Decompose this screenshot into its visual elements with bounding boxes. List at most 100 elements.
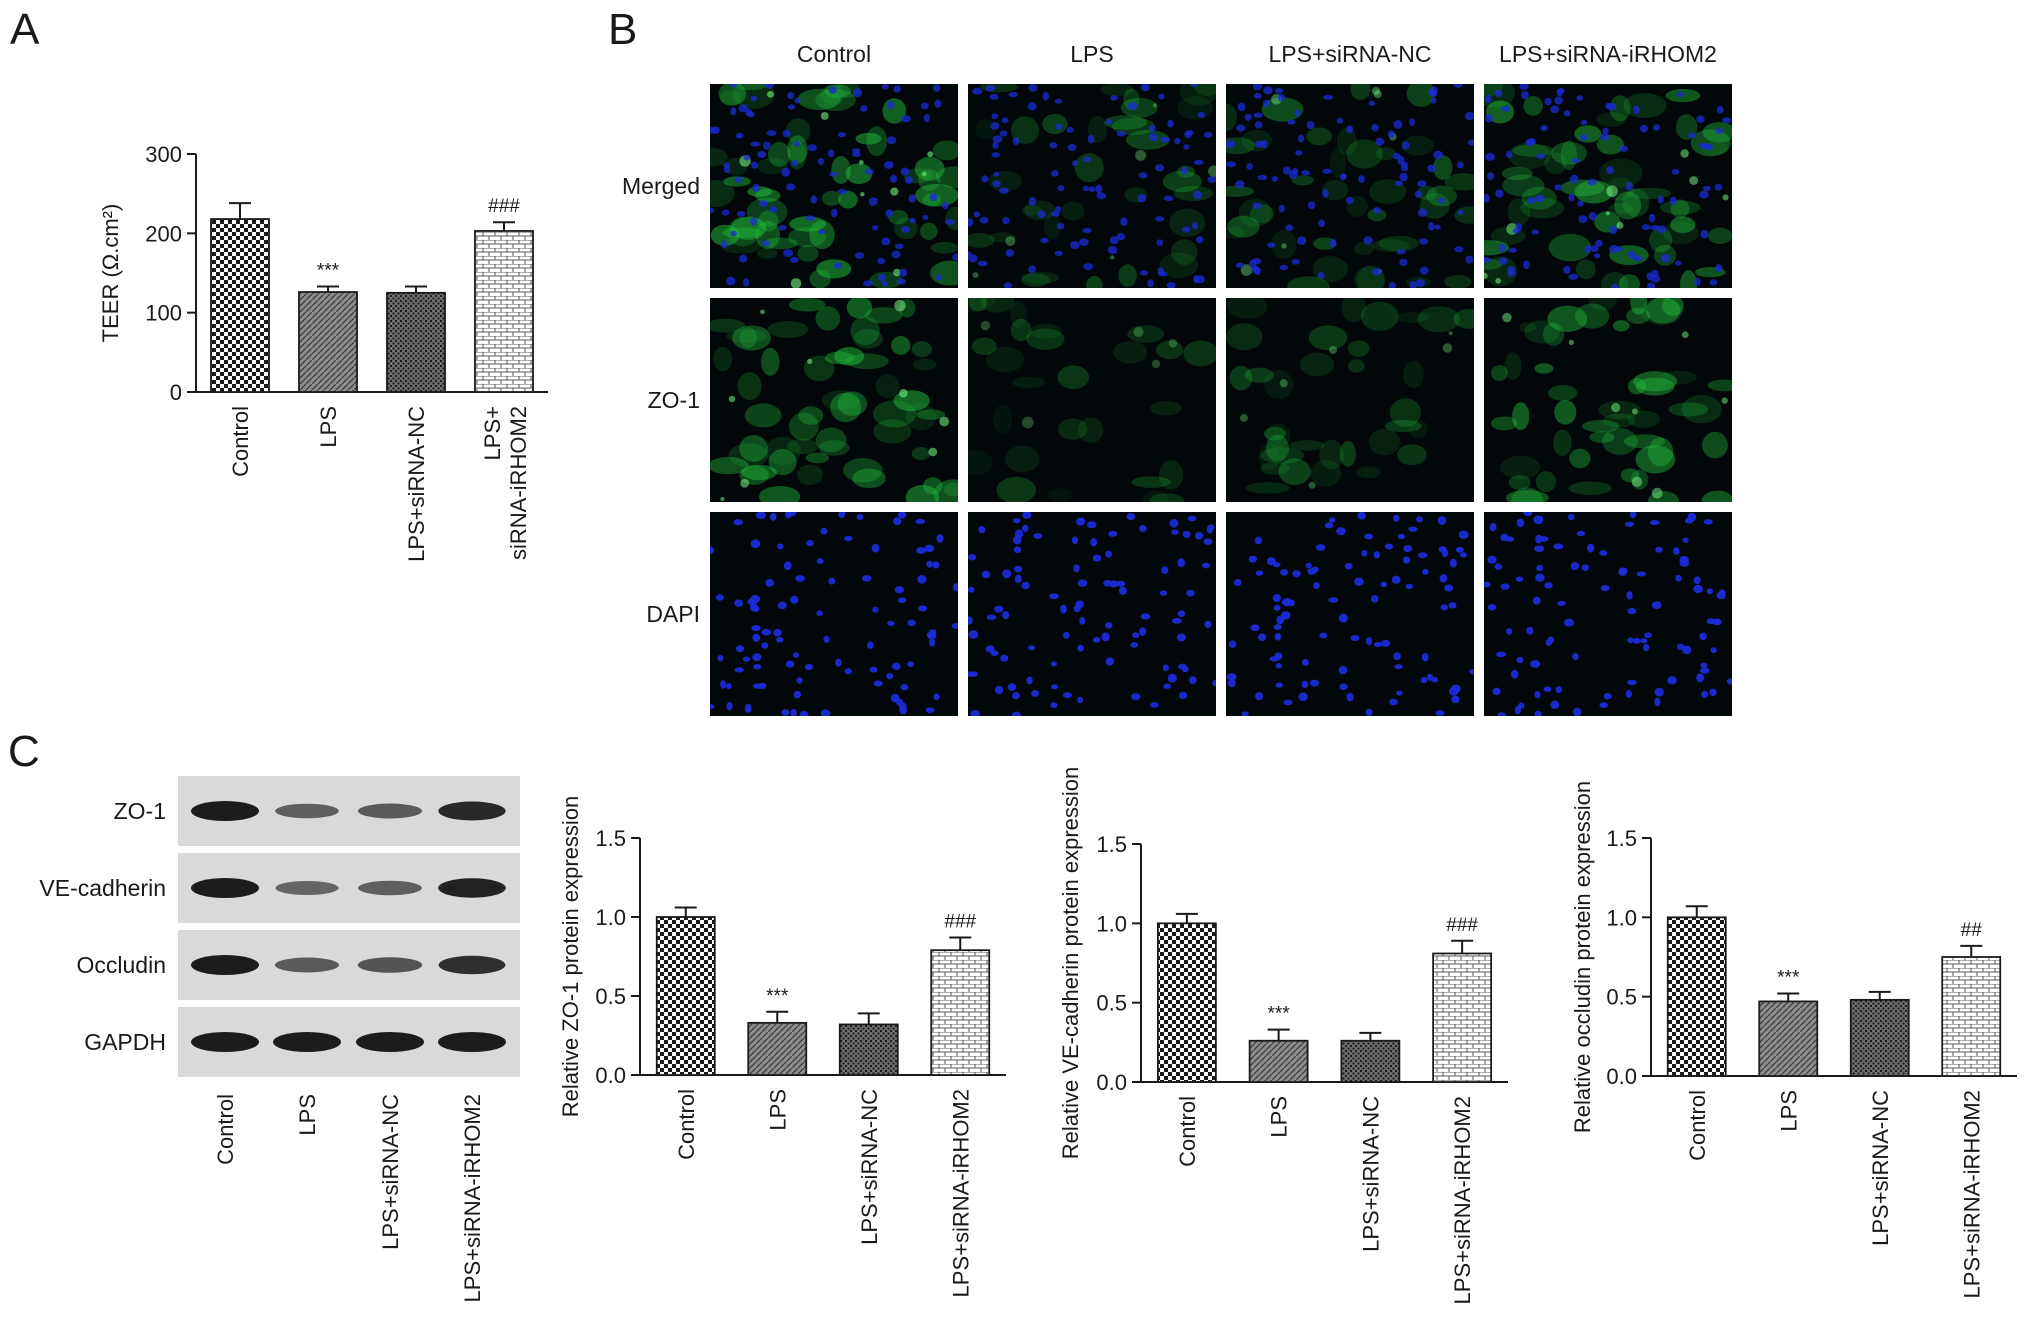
panel-label-c: C [8,727,40,776]
blot-band [275,803,339,819]
category-label: LPS+siRNA-NC [1358,1096,1383,1252]
error-bar [766,1010,789,1023]
blot-band [191,801,259,821]
y-tick-label: 1.0 [595,905,626,930]
micrograph-1-0 [710,298,958,502]
y-tick-label: 1.5 [1096,832,1127,857]
panel-label-b: B [608,5,637,54]
micrograph-2-0 [710,512,958,716]
bar-lps [747,1021,808,1076]
teer-bar-chart: 0 100 200 300 TEER (Ω.cm²) Control *** LPS LPS+s… [98,142,548,562]
column-header: LPS+siRNA-iRHOM2 [1499,41,1717,67]
error-bar [229,202,251,220]
bar-lps-sirna-nc [1340,1039,1401,1083]
ve-cadherin-expression-bar-chart: 0.0 0.5 1.0 1.5 Relative VE-cadherin protein… [1058,767,1508,1304]
bar-control [1156,922,1217,1083]
error-bar [674,906,697,917]
significance-label: ### [488,196,520,217]
category-label: LPS [316,406,341,448]
error-bar [1777,992,1800,1002]
y-tick-label: 0 [170,380,182,405]
bar-control [655,916,716,1076]
micrograph-2-2 [1226,512,1474,716]
bar-lps-sirna-nc [838,1023,899,1076]
y-tick-label: 0.0 [595,1063,626,1088]
bar-control [1666,916,1727,1077]
bar-lps [298,291,358,393]
micrograph-0-2 [1226,84,1474,288]
bar-lps [1248,1039,1309,1083]
micrograph-2-3 [1484,512,1732,716]
error-bar [1359,1031,1382,1041]
blot-lane-label: Control [213,1094,238,1165]
y-axis-label: Relative occludin protein expression [1570,781,1595,1133]
error-bar [493,221,515,231]
error-bar [949,936,972,951]
blot-protein-label: GAPDH [84,1029,166,1055]
blot-band [191,878,259,898]
blot-protein-label: Occludin [77,952,166,978]
row-label: DAPI [646,601,700,627]
category-label: LPS+siRNA-iRHOM2 [948,1089,973,1297]
error-bar [1175,912,1198,924]
category-label: LPS+siRNA-iRHOM2 [480,406,531,560]
bar-lps-sirna-irhom2 [930,949,991,1076]
micrograph-1-3 [1484,298,1732,502]
error-bar [1960,944,1983,957]
column-header: LPS+siRNA-NC [1269,41,1432,67]
column-header: LPS [1070,41,1113,67]
y-axis-label: TEER (Ω.cm²) [98,204,123,343]
bar-lps-sirna-irhom2 [1432,952,1493,1083]
category-label: Control [1685,1090,1710,1161]
blot-lane-label: LPS+siRNA-iRHOM2 [460,1094,485,1302]
category-label: Control [674,1089,699,1160]
category-label: Control [228,406,253,477]
blot-band [191,955,259,975]
error-bar [317,285,339,293]
micrograph-1-2 [1226,298,1474,502]
y-tick-label: 1.5 [595,826,626,851]
category-label: LPS+siRNA-iRHOM2 [1450,1096,1475,1304]
micrograph-2-1 [968,512,1216,716]
blot-band [438,1032,506,1052]
bar-control [210,218,270,393]
blot-band [438,955,506,975]
category-label: LPS+siRNA-NC [1868,1090,1893,1246]
y-tick-label: 0.5 [1096,991,1127,1016]
blot-band [275,881,339,895]
significance-label: *** [1268,1004,1291,1025]
y-tick-label: 200 [145,221,182,246]
y-tick-label: 0.5 [1606,985,1637,1010]
row-label: ZO-1 [648,387,700,413]
blot-band [358,880,422,896]
bar-lps-sirna-irhom2 [1941,956,2002,1077]
error-bar [1868,990,1891,1000]
category-label: LPS+siRNA-NC [857,1089,882,1245]
bar-lps [1758,1000,1819,1077]
bar-lps-sirna-irhom2 [474,230,534,393]
micrograph-0-3 [1484,84,1732,288]
western-blot: ZO-1 VE-cadherin Occludin GAPDH Control LPS LP… [39,776,520,1302]
category-label: Control [1175,1096,1200,1167]
category-label: LPS+siRNA-NC [404,406,429,562]
blot-band [438,878,506,898]
y-tick-label: 1.0 [1096,911,1127,936]
error-bar [1267,1028,1290,1041]
blot-protein-label: VE-cadherin [39,875,166,901]
y-tick-label: 1.0 [1606,905,1637,930]
blot-band [438,801,506,821]
y-tick-label: 0.5 [595,984,626,1009]
micrograph-0-0 [710,84,958,288]
y-tick-label: 0.0 [1096,1070,1127,1095]
row-label: Merged [622,173,700,199]
category-label: LPS [1267,1096,1292,1138]
blot-lane-label: LPS [295,1094,320,1136]
error-bar [1451,939,1474,954]
category-label: LPS [1776,1090,1801,1132]
blot-band [275,957,339,973]
blot-band [358,803,422,819]
blot-band [273,1032,341,1052]
significance-label: ### [1446,915,1478,936]
blot-band [356,1032,424,1052]
